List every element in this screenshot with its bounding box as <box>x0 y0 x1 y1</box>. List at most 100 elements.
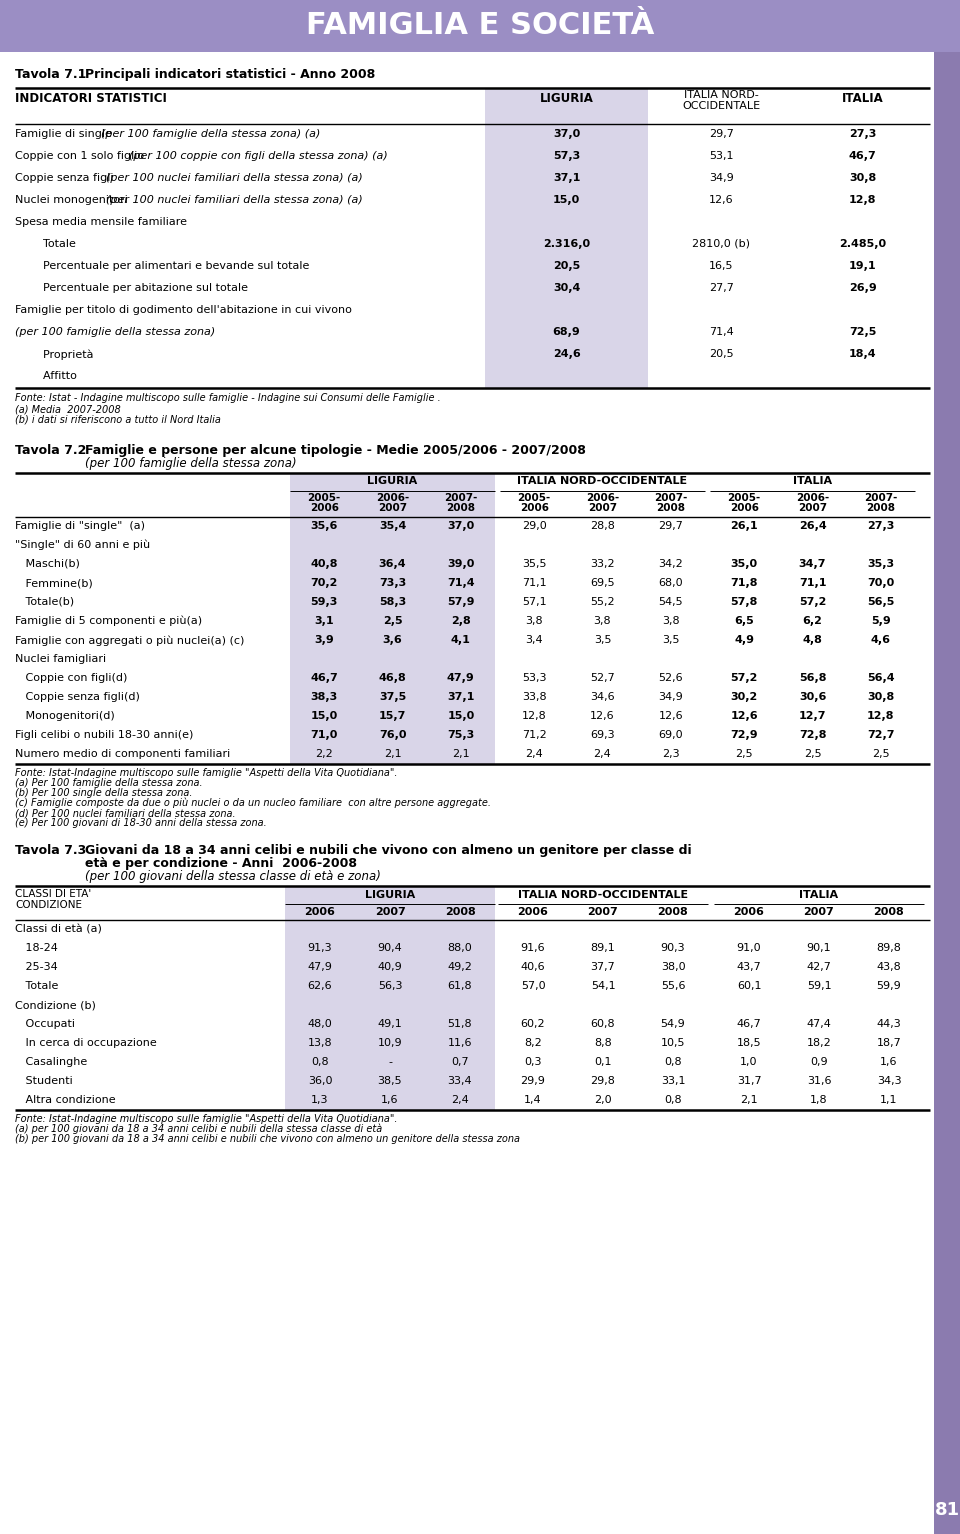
Text: 52,7: 52,7 <box>590 673 614 683</box>
Text: 72,8: 72,8 <box>799 730 827 739</box>
Text: 2007: 2007 <box>378 503 407 512</box>
Text: 2008: 2008 <box>657 503 685 512</box>
Text: 60,1: 60,1 <box>736 982 761 991</box>
Text: 1,6: 1,6 <box>880 1057 898 1068</box>
Text: 33,8: 33,8 <box>522 692 546 703</box>
Text: 3,4: 3,4 <box>525 635 543 644</box>
Text: 27,7: 27,7 <box>709 282 734 293</box>
Text: 34,2: 34,2 <box>659 558 684 569</box>
Text: 1,4: 1,4 <box>524 1095 541 1104</box>
Text: 20,5: 20,5 <box>553 261 580 272</box>
Text: ITALIA: ITALIA <box>793 476 832 486</box>
Text: 36,0: 36,0 <box>308 1075 332 1086</box>
Text: 30,6: 30,6 <box>799 692 827 703</box>
Text: Tavola 7.1: Tavola 7.1 <box>15 67 86 81</box>
Text: ITALIA: ITALIA <box>800 890 839 900</box>
Text: 2008: 2008 <box>874 907 904 917</box>
Text: 57,9: 57,9 <box>447 597 474 607</box>
Text: 2,4: 2,4 <box>525 749 543 759</box>
Text: 24,6: 24,6 <box>553 350 581 359</box>
Text: 2,1: 2,1 <box>740 1095 757 1104</box>
Text: Condizione (b): Condizione (b) <box>15 1000 96 1009</box>
Text: 3,1: 3,1 <box>314 617 334 626</box>
Text: 29,9: 29,9 <box>520 1075 545 1086</box>
Bar <box>290 472 495 764</box>
Text: Giovani da 18 a 34 anni celibi e nubili che vivono con almeno un genitore per cl: Giovani da 18 a 34 anni celibi e nubili … <box>85 844 691 858</box>
Text: 0,8: 0,8 <box>311 1057 329 1068</box>
Text: 12,6: 12,6 <box>731 710 758 721</box>
Text: Famiglie e persone per alcune tipologie - Medie 2005/2006 - 2007/2008: Famiglie e persone per alcune tipologie … <box>85 443 586 457</box>
Text: 2.485,0: 2.485,0 <box>839 239 886 249</box>
Text: 57,8: 57,8 <box>731 597 757 607</box>
Text: (per 100 nuclei familiari della stessa zona) (a): (per 100 nuclei familiari della stessa z… <box>106 195 363 206</box>
Text: Coppie con figli(d): Coppie con figli(d) <box>15 673 128 683</box>
Text: 71,1: 71,1 <box>522 578 546 588</box>
Text: Famiglie di 5 componenti e più(a): Famiglie di 5 componenti e più(a) <box>15 617 203 626</box>
Text: 2006: 2006 <box>310 503 339 512</box>
Bar <box>485 124 648 388</box>
Text: 55,2: 55,2 <box>590 597 614 607</box>
Text: 12,7: 12,7 <box>799 710 827 721</box>
Text: 48,0: 48,0 <box>307 1019 332 1029</box>
Bar <box>285 887 495 1111</box>
Text: 44,3: 44,3 <box>876 1019 901 1029</box>
Text: (per 100 famiglie della stessa zona) (a): (per 100 famiglie della stessa zona) (a) <box>102 129 321 140</box>
Text: 59,3: 59,3 <box>310 597 338 607</box>
Text: 2,1: 2,1 <box>452 749 469 759</box>
Text: 2008: 2008 <box>866 503 896 512</box>
Text: 2008: 2008 <box>658 907 688 917</box>
Bar <box>485 87 648 124</box>
Text: 0,8: 0,8 <box>664 1095 682 1104</box>
Text: 72,7: 72,7 <box>867 730 895 739</box>
Text: 71,0: 71,0 <box>310 730 338 739</box>
Text: ITALIA NORD-OCCIDENTALE: ITALIA NORD-OCCIDENTALE <box>518 890 688 900</box>
Text: 62,6: 62,6 <box>308 982 332 991</box>
Text: 18,5: 18,5 <box>736 1039 761 1048</box>
Text: FAMIGLIA E SOCIETÀ: FAMIGLIA E SOCIETÀ <box>306 11 654 40</box>
Text: Studenti: Studenti <box>15 1075 73 1086</box>
Text: 40,9: 40,9 <box>377 962 402 973</box>
Text: 0,8: 0,8 <box>664 1057 682 1068</box>
Text: 31,6: 31,6 <box>806 1075 831 1086</box>
Text: 33,4: 33,4 <box>447 1075 472 1086</box>
Text: 60,2: 60,2 <box>520 1019 545 1029</box>
Text: 1,3: 1,3 <box>311 1095 328 1104</box>
Text: 3,6: 3,6 <box>383 635 402 644</box>
Text: Affitto: Affitto <box>15 371 77 380</box>
Text: 43,7: 43,7 <box>736 962 761 973</box>
Text: 12,6: 12,6 <box>590 710 614 721</box>
Text: Coppie senza figli(d): Coppie senza figli(d) <box>15 692 140 703</box>
Text: 35,4: 35,4 <box>379 522 406 531</box>
Text: 59,9: 59,9 <box>876 982 901 991</box>
Text: 38,3: 38,3 <box>310 692 338 703</box>
Text: 69,5: 69,5 <box>590 578 614 588</box>
Text: 3,5: 3,5 <box>662 635 680 644</box>
Text: 12,6: 12,6 <box>709 195 733 206</box>
Text: 29,8: 29,8 <box>590 1075 615 1086</box>
Text: 57,0: 57,0 <box>520 982 545 991</box>
Text: 54,1: 54,1 <box>590 982 615 991</box>
Text: 35,3: 35,3 <box>867 558 895 569</box>
Text: (a) Media  2007-2008: (a) Media 2007-2008 <box>15 403 121 414</box>
Text: 69,3: 69,3 <box>590 730 614 739</box>
Text: 46,7: 46,7 <box>310 673 338 683</box>
Text: 56,8: 56,8 <box>799 673 827 683</box>
Text: 15,7: 15,7 <box>379 710 406 721</box>
Text: Coppie senza figli: Coppie senza figli <box>15 173 121 183</box>
Text: 31,7: 31,7 <box>736 1075 761 1086</box>
Text: Casalinghe: Casalinghe <box>15 1057 87 1068</box>
Bar <box>934 52 960 1534</box>
Text: Totale(b): Totale(b) <box>15 597 74 607</box>
Text: 2,5: 2,5 <box>872 749 890 759</box>
Text: 71,2: 71,2 <box>522 730 546 739</box>
Text: (b) i dati si riferiscono a tutto il Nord Italia: (b) i dati si riferiscono a tutto il Nor… <box>15 416 221 425</box>
Text: 42,7: 42,7 <box>806 962 831 973</box>
Text: 71,4: 71,4 <box>709 327 733 337</box>
Text: Tavola 7.3: Tavola 7.3 <box>15 844 86 858</box>
Text: (per 100 famiglie della stessa zona): (per 100 famiglie della stessa zona) <box>85 457 297 469</box>
Text: 2,5: 2,5 <box>735 749 753 759</box>
Text: -: - <box>388 1057 392 1068</box>
Text: 30,2: 30,2 <box>731 692 757 703</box>
Text: 16,5: 16,5 <box>709 261 733 272</box>
Text: 53,1: 53,1 <box>709 150 733 161</box>
